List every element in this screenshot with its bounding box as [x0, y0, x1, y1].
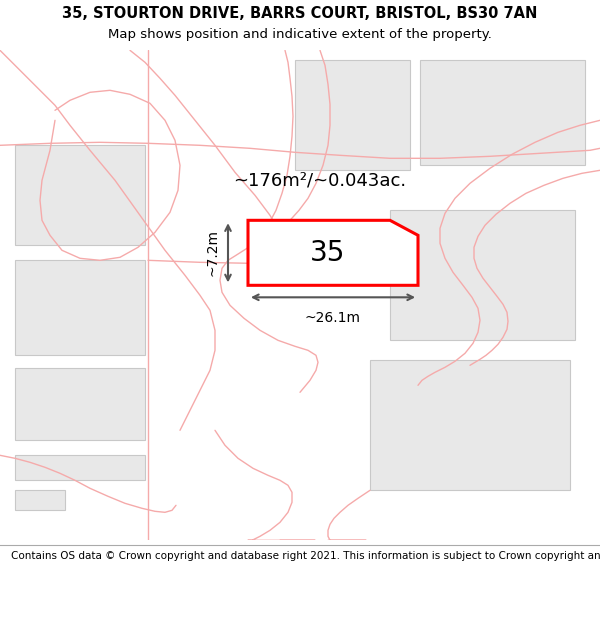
Text: ~176m²/~0.043ac.: ~176m²/~0.043ac. [233, 171, 407, 189]
Bar [15, 490, 65, 510]
Polygon shape [248, 220, 418, 285]
Bar [370, 360, 570, 490]
Bar [15, 368, 145, 440]
Text: 35: 35 [310, 239, 346, 267]
Bar [15, 260, 145, 355]
Text: ~26.1m: ~26.1m [305, 311, 361, 325]
Bar [420, 60, 585, 165]
Bar [390, 210, 575, 340]
Bar [15, 145, 145, 245]
Text: Map shows position and indicative extent of the property.: Map shows position and indicative extent… [108, 28, 492, 41]
Bar [295, 60, 410, 170]
Text: 35, STOURTON DRIVE, BARRS COURT, BRISTOL, BS30 7AN: 35, STOURTON DRIVE, BARRS COURT, BRISTOL… [62, 6, 538, 21]
Bar [15, 455, 145, 480]
Text: Contains OS data © Crown copyright and database right 2021. This information is : Contains OS data © Crown copyright and d… [11, 551, 600, 561]
Text: ~7.2m: ~7.2m [206, 229, 220, 276]
